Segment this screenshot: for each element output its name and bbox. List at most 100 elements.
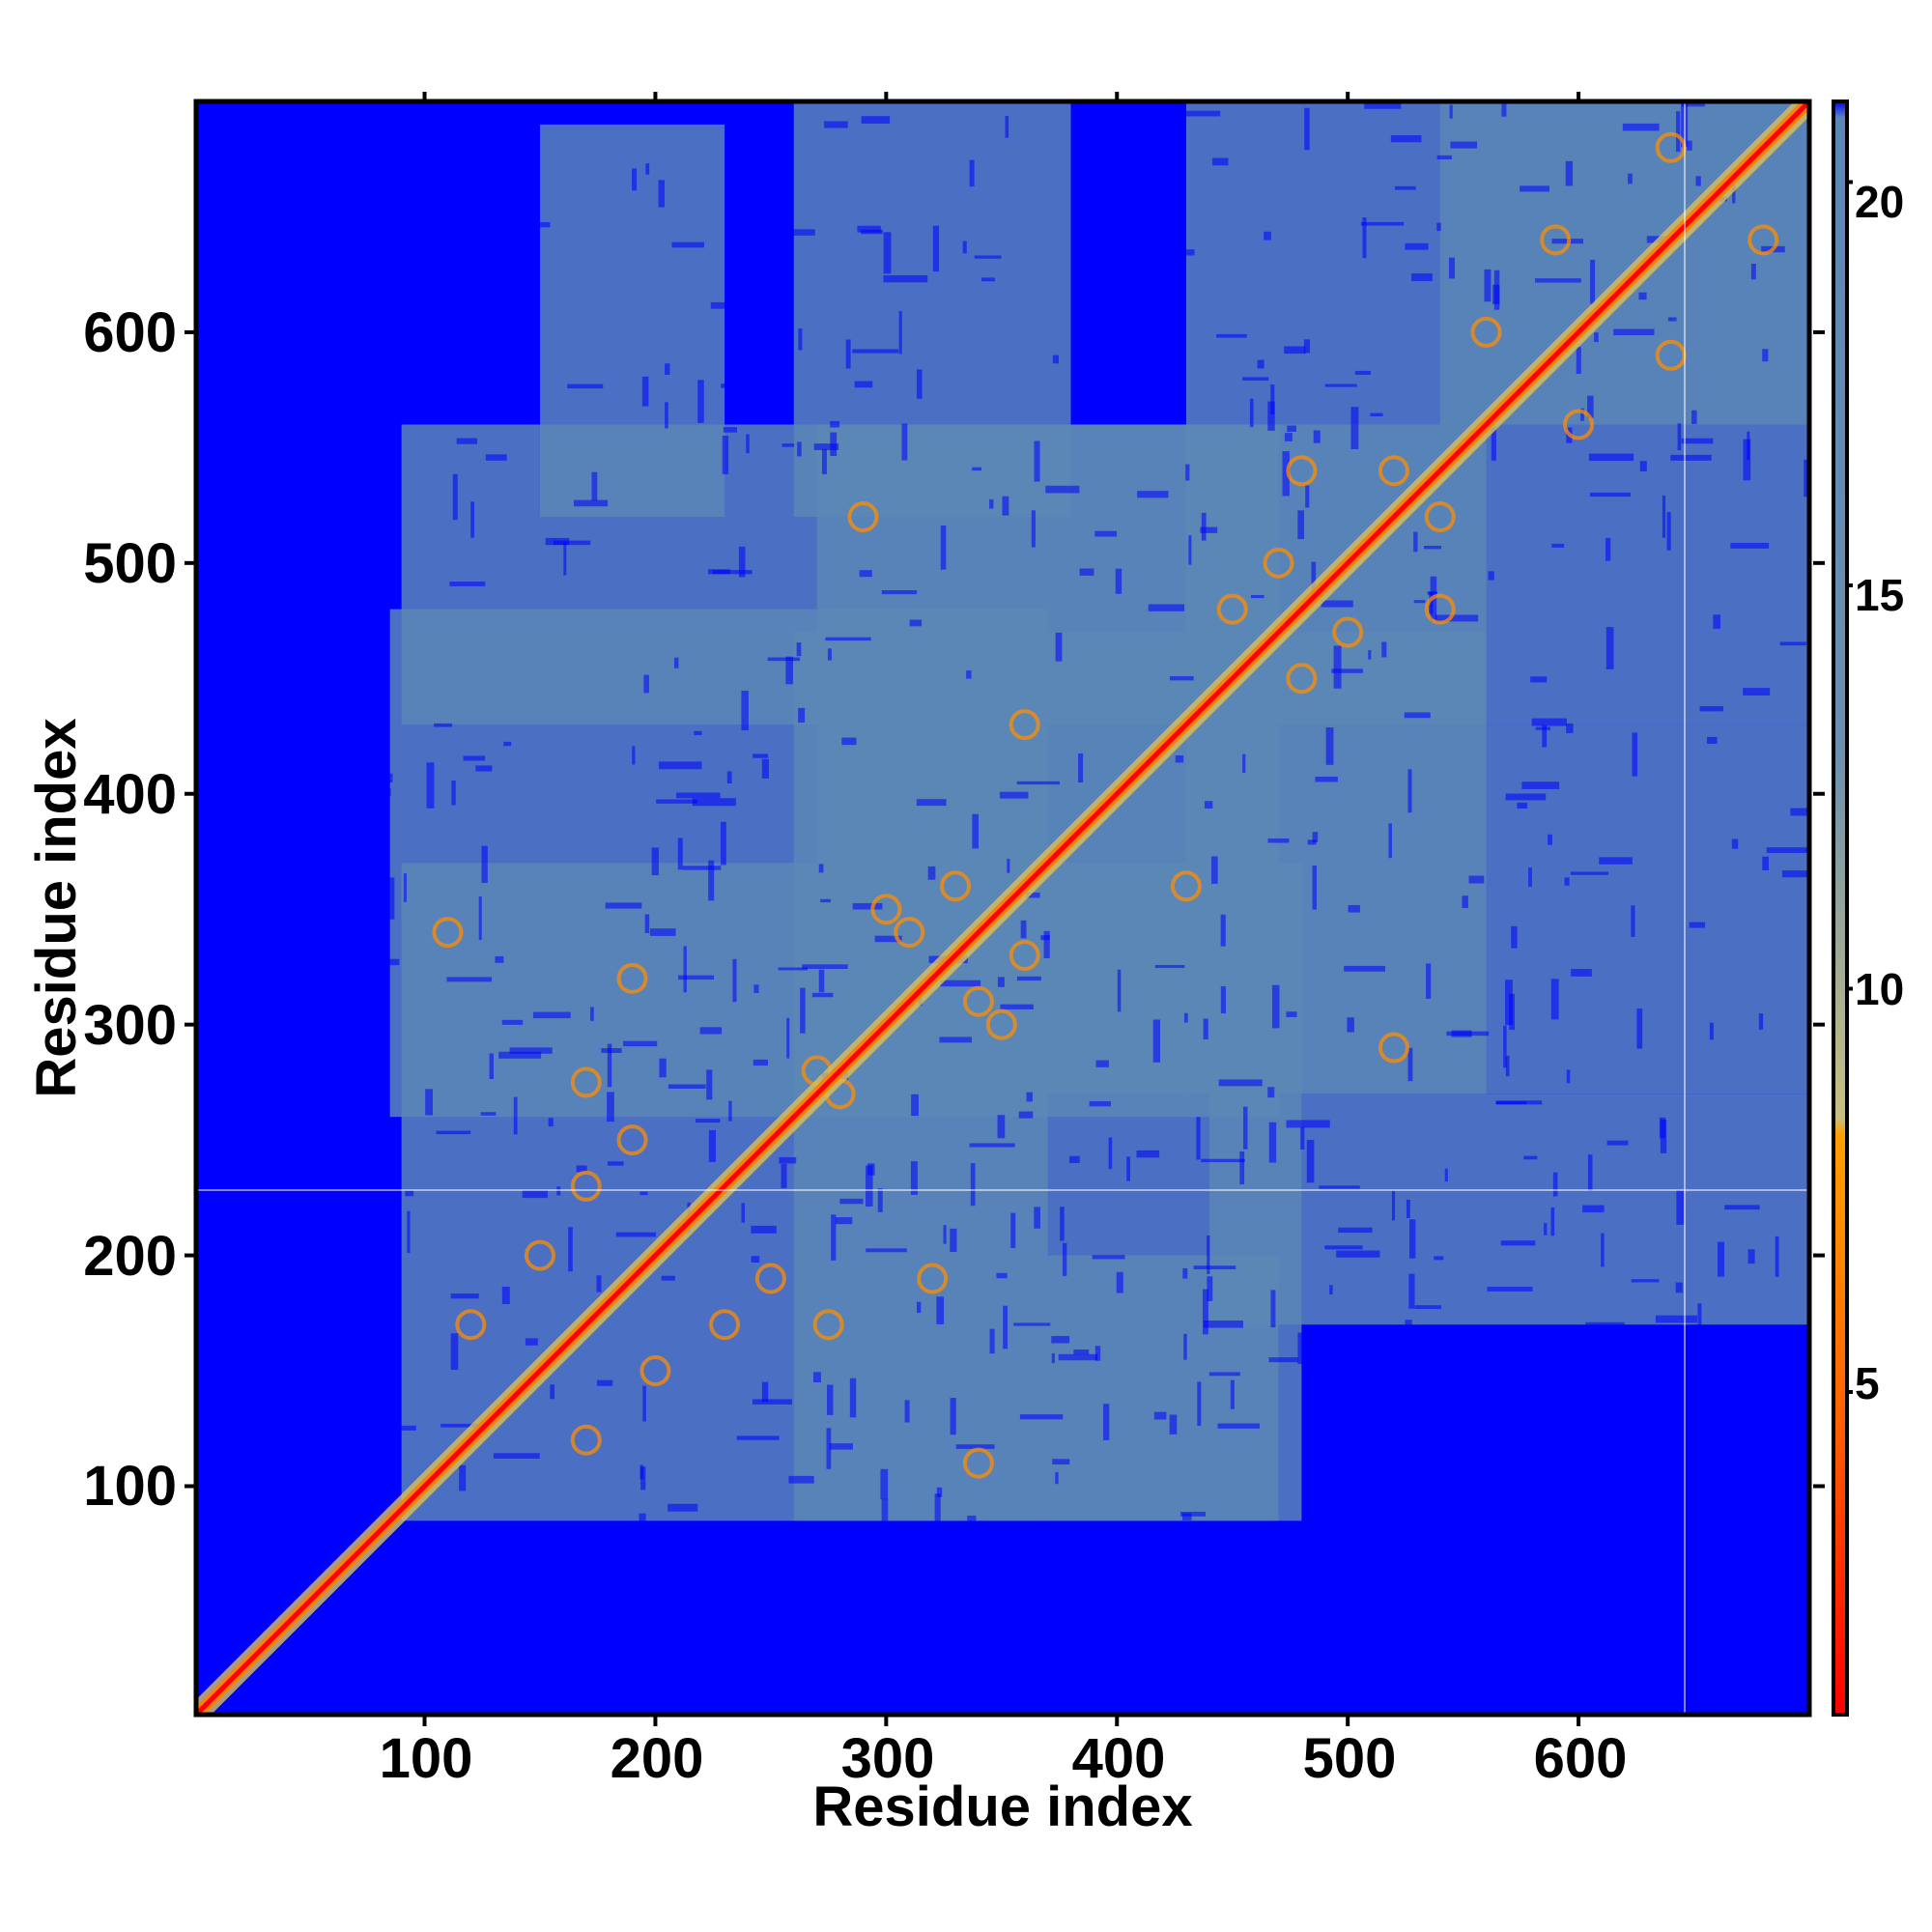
noise-gap [1560,1544,1581,1550]
noise-gap [1095,1060,1109,1067]
noise-gap [243,1063,262,1071]
noise-gap [1324,384,1357,387]
noise-gap [1372,1518,1391,1523]
noise-gap [1357,1537,1364,1577]
noise-gap [1204,801,1213,809]
noise-gap [813,443,839,450]
noise-gap [1516,1570,1554,1577]
noise-gap [821,449,827,474]
noise-gap [1446,1031,1490,1037]
noise-gap [596,1275,602,1293]
noise-gap [278,534,285,548]
noise-gap [489,1053,495,1080]
noise-gap [796,642,802,657]
noise-gap [1268,1357,1298,1363]
noise-gap [1133,217,1154,224]
noise-gap [722,436,729,474]
noise-gap [213,1201,238,1208]
noise-gap [373,1425,416,1431]
noise-gap [402,240,409,269]
noise-gap [1212,157,1229,166]
noise-gap [852,349,899,354]
noise-gap [1781,870,1809,878]
noise-gap [270,1439,278,1474]
noise-gap [1146,1526,1183,1533]
noise-gap [349,1701,355,1711]
noise-gap [1321,1457,1325,1470]
noise-gap [459,1464,467,1492]
noise-gap [732,958,737,1003]
noise-gap [1324,1245,1363,1250]
noise-gap [1073,1350,1090,1355]
noise-gap [872,1540,880,1577]
noise-gap [1779,641,1806,646]
noise-gap [1031,510,1036,548]
noise-gap [1192,1537,1197,1570]
noise-gap [1550,1208,1555,1236]
noise-gap [818,969,825,993]
noise-gap [1605,537,1611,561]
noise-gap [974,255,1002,259]
noise-gap [1223,1588,1266,1593]
contact-spot [570,1170,602,1202]
noise-gap [654,1686,673,1693]
noise-gap [426,762,435,809]
noise-gap [708,1129,717,1162]
noise-gap [1003,1305,1009,1350]
noise-gap [1052,355,1060,364]
noise-gap [1026,892,1040,898]
noise-gap [678,975,714,980]
noise-gap [1594,332,1599,343]
contact-spot [1563,409,1595,440]
noise-gap [642,1577,652,1582]
noise-gap [1495,1566,1513,1570]
noise-gap [215,1104,223,1141]
noise-gap [1249,398,1254,428]
noise-gap [196,1079,205,1117]
noise-gap [741,1203,746,1223]
noise-gap [934,1493,941,1521]
noise-gap [1040,935,1050,941]
noise-gap [668,1661,706,1666]
colorbar-tick-label: 20 [1855,177,1904,227]
plot-frame [193,99,1812,1718]
noise-gap [1552,1172,1558,1197]
noise-gap [1492,284,1500,304]
noise-gap [1058,1353,1098,1361]
noise-gap [1005,115,1009,138]
noise-gap [1062,1242,1067,1276]
noise-gap [553,540,591,546]
noise-gap [1193,1265,1236,1269]
noise-gap [1185,464,1190,481]
noise-gap [668,1084,706,1089]
noise-gap [1314,1558,1335,1567]
noise-gap [820,898,831,903]
noise-gap [1550,979,1559,1020]
noise-gap [1434,1256,1444,1261]
noise-gap [1808,1704,1809,1711]
noise-gap [1714,1504,1719,1520]
contact-spot [1286,455,1318,487]
noise-gap [249,380,257,398]
noise-gap [1426,963,1432,999]
noise-gap [1136,1150,1160,1158]
contact-spot [754,1263,786,1294]
noise-gap [1017,976,1041,981]
noise-gap [1306,1140,1315,1183]
noise-gap [1500,1240,1536,1246]
noise-gap [1360,221,1405,226]
x-axis-title: Residue index [812,1776,1192,1838]
noise-gap [641,376,649,407]
noise-gap [1362,217,1367,259]
noise-gap [1509,993,1515,1031]
noise-gap [604,1523,611,1551]
noise-gap [607,1161,624,1166]
noise-gap [970,1163,976,1207]
noise-gap [1411,272,1433,281]
noise-gap [1034,1207,1040,1229]
noise-gap [883,274,928,283]
noise-gap [659,761,702,770]
noise-gap [806,1571,843,1577]
noise-gap [295,472,303,487]
noise-gap [501,1019,524,1025]
